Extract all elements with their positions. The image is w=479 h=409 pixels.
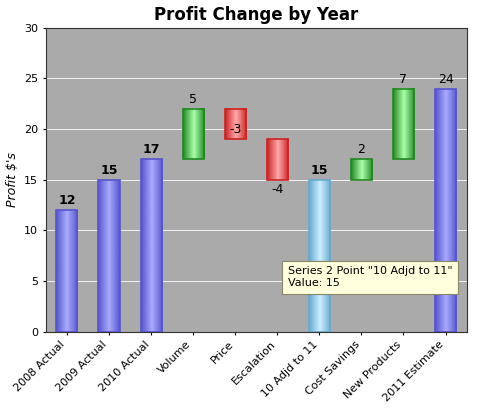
Text: 24: 24 <box>438 72 454 85</box>
Text: Series 2 Point "10 Adjd to 11"
Value: 15: Series 2 Point "10 Adjd to 11" Value: 15 <box>288 266 452 288</box>
Bar <box>140 160 161 332</box>
Text: 12: 12 <box>58 194 76 207</box>
Text: 2: 2 <box>357 144 365 156</box>
Bar <box>182 109 204 160</box>
Bar <box>267 139 288 180</box>
Bar <box>351 160 372 180</box>
Bar <box>309 180 330 332</box>
Text: -4: -4 <box>271 183 284 196</box>
Text: 5: 5 <box>189 93 197 106</box>
Bar <box>393 89 414 160</box>
Bar <box>225 109 246 139</box>
Text: -3: -3 <box>229 123 241 136</box>
Bar <box>57 210 78 332</box>
Text: 15: 15 <box>100 164 118 177</box>
Y-axis label: Profit $'s: Profit $'s <box>6 152 19 207</box>
Text: 15: 15 <box>310 164 328 177</box>
Text: 7: 7 <box>399 72 408 85</box>
Text: 17: 17 <box>142 144 160 156</box>
Bar <box>99 180 119 332</box>
Bar <box>435 89 456 332</box>
Title: Profit Change by Year: Profit Change by Year <box>154 6 358 24</box>
